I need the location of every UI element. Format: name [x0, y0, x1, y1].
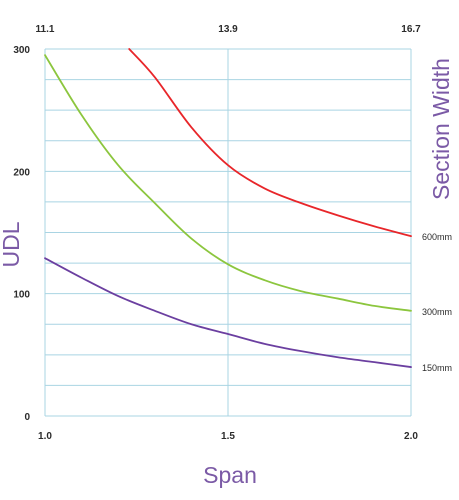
y2-axis-title: Section Width [428, 58, 454, 200]
y-tick-label: 0 [24, 412, 30, 423]
grid [45, 49, 411, 416]
x-tick-label: 1.0 [38, 431, 52, 442]
x-top-tick-label: 11.1 [36, 24, 55, 35]
series-label-600mm: 600mm [422, 232, 452, 242]
series-line-600mm [129, 49, 411, 236]
x-top-tick-label: 16.7 [401, 24, 421, 35]
y-axis-title: UDL [0, 221, 24, 267]
series-label-300mm: 300mm [422, 307, 452, 317]
x-tick-label: 2.0 [404, 431, 418, 442]
x-axis-title: Span [203, 462, 257, 488]
y-tick-label: 300 [13, 45, 30, 56]
x-tick-label: 1.5 [221, 431, 235, 442]
x-top-tick-label: 13.9 [218, 24, 238, 35]
y-tick-label: 100 [13, 290, 30, 301]
series-label-150mm: 150mm [422, 363, 452, 373]
y-tick-label: 200 [13, 167, 30, 178]
